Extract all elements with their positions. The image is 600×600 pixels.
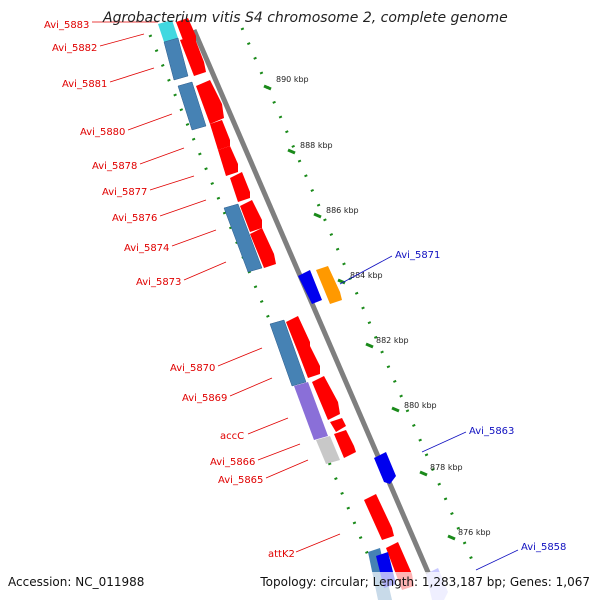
leader-line <box>149 175 195 191</box>
leader-line <box>183 261 227 281</box>
tick-label: 882 kbp <box>376 336 409 345</box>
gene-avi-5866[interactable] <box>316 436 340 464</box>
gene-label[interactable]: Avi_5865 <box>218 475 263 486</box>
gene-avi-5863[interactable] <box>374 452 396 484</box>
gene-fwd-13[interactable] <box>334 430 356 458</box>
gene-avi-5870[interactable] <box>269 319 307 387</box>
gene-avi-5880[interactable] <box>177 81 207 131</box>
gene-label[interactable]: Avi_5870 <box>170 363 215 374</box>
gene-accC[interactable] <box>294 382 328 440</box>
gene-fwd-9[interactable] <box>286 316 310 352</box>
leader-line <box>217 347 263 367</box>
leader-line <box>127 113 173 131</box>
gene-label[interactable]: Avi_5874 <box>124 243 169 254</box>
gene-fwd-6[interactable] <box>230 172 250 202</box>
dotted-tracks <box>148 27 474 561</box>
leader-line <box>109 67 155 83</box>
tick-mark <box>287 148 296 155</box>
leader-line <box>339 255 393 285</box>
gene-avi-5882[interactable] <box>163 37 189 81</box>
gene-label[interactable]: Avi_5866 <box>210 457 255 468</box>
forward-strand-genes <box>176 18 414 590</box>
tick-label: 880 kbp <box>404 401 437 410</box>
tick-label: 890 kbp <box>276 75 309 84</box>
gene-label[interactable]: accC <box>220 431 244 442</box>
gene-fwd-10[interactable] <box>298 346 320 378</box>
leader-line <box>295 533 341 553</box>
gene-label[interactable]: Avi_5858 <box>521 542 566 553</box>
gene-fwd-8[interactable] <box>250 228 276 268</box>
leader-line <box>159 199 207 217</box>
gene-label[interactable]: Avi_5877 <box>102 187 147 198</box>
right-labels: Avi_5871 Avi_5863 Avi_5858 <box>395 250 566 553</box>
chromosome-backbone <box>191 29 443 600</box>
outer-dotted-track <box>240 27 474 561</box>
tick-label: 886 kbp <box>326 206 359 215</box>
leader-line <box>257 443 301 461</box>
tick-mark <box>337 278 346 285</box>
gene-label[interactable]: Avi_5883 <box>44 20 89 31</box>
gene-label[interactable]: Avi_5878 <box>92 161 137 172</box>
tick-mark <box>391 406 400 413</box>
leader-line <box>229 377 273 397</box>
gene-fwd-11[interactable] <box>312 376 340 420</box>
genome-summary-text: Topology: circular; Length: 1,283,187 bp… <box>259 575 590 589</box>
tick-mark <box>263 84 272 91</box>
map-title: Agrobacterium vitis S4 chromosome 2, com… <box>102 10 508 26</box>
gene-label[interactable]: Avi_5873 <box>136 277 181 288</box>
footer-background <box>0 572 600 600</box>
gene-fwd-2[interactable] <box>180 36 206 76</box>
gene-avi-5874[interactable] <box>223 203 263 273</box>
tick-mark <box>313 212 322 219</box>
gene-fwd-4[interactable] <box>210 120 230 150</box>
gene-label[interactable]: Avi_5880 <box>80 127 125 138</box>
ticks: 890 kbp 888 kbp 886 kbp 884 kbp 882 kbp … <box>263 75 491 541</box>
accession-text: Accession: NC_011988 <box>8 575 144 589</box>
gene-label[interactable]: Avi_5876 <box>112 213 157 224</box>
left-leader-lines <box>92 21 341 553</box>
tick-mark <box>419 470 428 477</box>
leader-line <box>247 417 289 435</box>
tick-label: 884 kbp <box>350 271 383 280</box>
tick-mark <box>447 534 456 541</box>
left-labels: Avi_5883 Avi_5882 Avi_5881 Avi_5880 Avi_… <box>44 20 295 560</box>
tick-mark <box>365 342 374 349</box>
leader-line <box>139 147 185 165</box>
tick-label: 888 kbp <box>300 141 333 150</box>
leader-line <box>171 229 217 247</box>
gene-fwd-7[interactable] <box>240 200 262 232</box>
gene-label[interactable]: Avi_5871 <box>395 250 440 261</box>
gene-label[interactable]: Avi_5863 <box>469 426 514 437</box>
leader-line <box>265 459 309 479</box>
gene-label[interactable]: Avi_5881 <box>62 79 107 90</box>
right-leader-lines <box>339 255 519 571</box>
gene-fwd-12[interactable] <box>330 418 346 432</box>
tick-label: 878 kbp <box>430 463 463 472</box>
gene-label[interactable]: Avi_5882 <box>52 43 97 54</box>
gene-avi-5871-a[interactable] <box>298 270 322 304</box>
gene-avi-5883[interactable] <box>158 20 178 42</box>
leader-line <box>99 33 145 47</box>
tick-label: 876 kbp <box>458 528 491 537</box>
gene-fwd-3[interactable] <box>196 80 224 124</box>
leader-line <box>421 431 467 453</box>
leader-line <box>475 549 519 571</box>
reverse-strand-genes <box>158 20 392 600</box>
gene-label[interactable]: Avi_5869 <box>182 393 227 404</box>
gene-fwd-5[interactable] <box>218 146 238 176</box>
gene-fwd-14[interactable] <box>364 494 394 540</box>
gene-label[interactable]: attK2 <box>268 549 295 560</box>
gene-avi-5871-b[interactable] <box>316 266 342 304</box>
